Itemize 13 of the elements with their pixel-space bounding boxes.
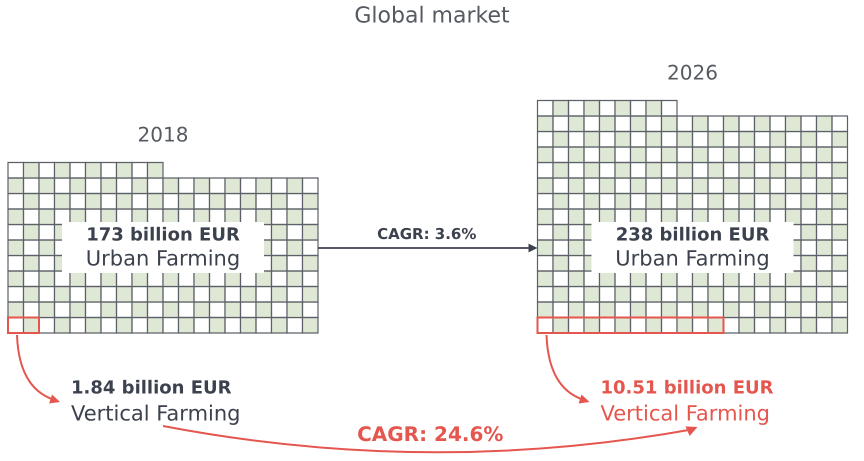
text: CAGR: 3.6% [377, 224, 476, 243]
category-label: 2018 [138, 122, 188, 147]
legend-label: Urban Farming [86, 246, 240, 270]
data-label: 1.84 billion EUR [71, 378, 232, 399]
legend-label: Vertical Farming [71, 401, 240, 426]
category-label: 2026 [667, 60, 718, 85]
text: Urban Farming [615, 246, 770, 270]
data-label: 238 billion EUR [616, 224, 770, 246]
data-label: 173 billion EUR [86, 224, 240, 246]
text: CAGR: 24.6% [357, 422, 504, 446]
text: Global market [354, 4, 510, 29]
text: Vertical Farming [600, 401, 770, 426]
data-label: 10.51 billion EUR [600, 378, 774, 399]
